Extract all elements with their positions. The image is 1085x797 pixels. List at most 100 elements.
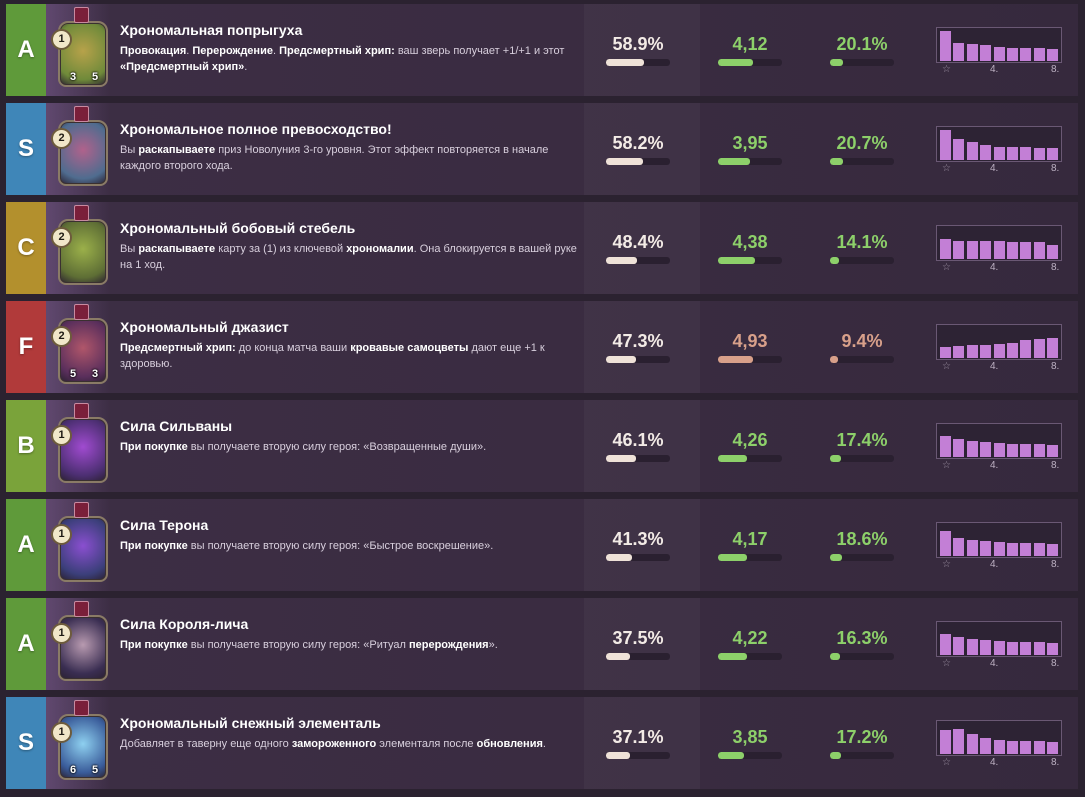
card-description: Вы раскапываете приз Новолуния 3-го уров… [120, 142, 582, 174]
card-name[interactable]: Сила Терона [120, 517, 209, 533]
card-name[interactable]: Хрономальный снежный элементаль [120, 715, 381, 731]
tier-row[interactable]: B 1 Сила Сильваны При покупке вы получаете … [6, 400, 1078, 492]
tier-row[interactable]: C 2 Хрономальный бобовый стебель Вы раскапы… [6, 202, 1078, 294]
avg-place-bar-fill [718, 455, 747, 462]
placement-histogram[interactable] [936, 423, 1062, 459]
pick-rate-bar [830, 752, 894, 759]
description-text: ваш зверь получает +1/+1 и этот [394, 45, 565, 57]
avg-place-value: 3,95 [732, 133, 768, 153]
histogram-bar [1020, 147, 1032, 160]
placement-histogram[interactable] [936, 720, 1062, 756]
histogram-bar [953, 538, 965, 556]
winrate-bar-fill [606, 158, 644, 165]
histogram-bar [1007, 242, 1018, 259]
card-art[interactable]: 2 [46, 202, 110, 294]
keyword: кровавые самоцветы [350, 342, 469, 354]
avg-place-bar [718, 257, 782, 264]
card-name[interactable]: Хрономальная попрыгуха [120, 22, 303, 38]
placement-histogram[interactable] [936, 225, 1062, 261]
placement-histogram[interactable] [936, 126, 1062, 162]
card-art[interactable]: 1 [46, 400, 110, 492]
histogram-bar [1020, 242, 1032, 259]
avg-place-value: 4,12 [732, 34, 768, 54]
avg-place-bar [718, 356, 782, 363]
tier-badge: S [6, 103, 46, 195]
histogram-bar [1047, 49, 1059, 61]
card-description: Добавляет в таверну еще одного заморожен… [120, 736, 582, 752]
avg-place-value: 3,85 [732, 727, 768, 747]
card-health: 3 [91, 368, 99, 380]
placement-histogram[interactable] [936, 621, 1062, 657]
card-name[interactable]: Хрономальное полное превосходство! [120, 121, 392, 137]
avg-place-bar [718, 554, 782, 561]
card-name[interactable]: Хрономальный джазист [120, 319, 289, 335]
keyword: «Предсмертный хрип» [120, 61, 245, 73]
card-attack: 6 [69, 764, 77, 776]
pick-rate-bar-fill [830, 455, 842, 462]
histogram-axis: ☆ 4. 8. [936, 64, 1062, 78]
histogram-axis-label: ☆ [942, 757, 951, 768]
card-art[interactable]: 2 5 3 [46, 301, 110, 393]
description-text: . [272, 45, 280, 57]
description-text: Вы [120, 144, 139, 156]
card-name[interactable]: Сила Сильваны [120, 418, 233, 434]
histogram-axis: ☆ 4. 8. [936, 757, 1062, 771]
histogram-bar [993, 47, 1005, 61]
winrate: 37.5% [606, 628, 696, 660]
card-art[interactable]: 1 [46, 499, 110, 591]
placement-histogram[interactable] [936, 522, 1062, 558]
histogram-bar [966, 639, 978, 655]
card-description: Вы раскапываете карту за (1) из ключевой… [120, 241, 582, 273]
card-name[interactable]: Хрономальный бобовый стебель [120, 220, 356, 236]
histogram-axis-label: ☆ [942, 559, 951, 570]
winrate-bar [606, 158, 670, 165]
placement-histogram[interactable] [936, 27, 1062, 63]
description-text: Добавляет в таверну еще одного [120, 738, 292, 750]
card-name[interactable]: Сила Короля-лича [120, 616, 249, 632]
tier-row[interactable]: A 1 Сила Терона При покупке вы получаете вт… [6, 499, 1078, 591]
histogram-bar [980, 640, 992, 655]
card-info: Хрономальная попрыгуха Провокация. Переро… [120, 22, 582, 75]
histogram-axis: ☆ 4. 8. [936, 262, 1062, 276]
histogram-axis-label: ☆ [942, 64, 951, 75]
tier-row[interactable]: S 2 Хрономальное полное превосходство! Вы р… [6, 103, 1078, 195]
keyword: перерождения [408, 639, 489, 651]
tavern-tier-icon [74, 502, 89, 518]
pick-rate-bar [830, 257, 894, 264]
placement-histogram[interactable] [936, 324, 1062, 360]
tavern-tier-icon [74, 700, 89, 716]
winrate-bar [606, 554, 670, 561]
tier-row[interactable]: A 1 Сила Короля-лича При покупке вы получае… [6, 598, 1078, 690]
histogram-bar [940, 31, 951, 61]
avg-place: 4,22 [718, 628, 808, 660]
description-text: карту за (1) из ключевой [215, 243, 347, 255]
tier-row[interactable]: S 1 6 5 Хрономальный снежный элементаль Добав… [6, 697, 1078, 789]
card-attack: 3 [69, 71, 77, 83]
tavern-tier-icon [74, 7, 89, 23]
histogram-bar [966, 142, 978, 160]
card-art[interactable]: 2 [46, 103, 110, 195]
tier-row[interactable]: A 1 3 5 Хрономальная попрыгуха Провокация. Пе… [6, 4, 1078, 96]
card-art[interactable]: 1 3 5 [46, 4, 110, 96]
card-cost: 1 [51, 524, 72, 545]
histogram-bar [1007, 147, 1018, 160]
histogram-bar [966, 241, 978, 259]
histogram-bar [1047, 742, 1059, 754]
histogram-bar [1007, 642, 1018, 655]
card-art[interactable]: 1 [46, 598, 110, 690]
winrate-bar [606, 59, 670, 66]
keyword: Провокация [120, 45, 187, 57]
keyword: раскапываете [138, 243, 216, 255]
card-art[interactable]: 1 6 5 [46, 697, 110, 789]
avg-place-bar-fill [718, 653, 747, 660]
card-info: Хрономальный снежный элементаль Добавляет… [120, 715, 582, 752]
tier-badge: B [6, 400, 46, 492]
avg-place-bar-fill [718, 257, 756, 264]
tier-badge: A [6, 499, 46, 591]
tier-row[interactable]: F 2 5 3 Хрономальный джазист Предсмертный хри… [6, 301, 1078, 393]
histogram-bar [980, 145, 992, 160]
description-text: до конца матча ваши [235, 342, 351, 354]
pick-rate: 20.1% [830, 34, 920, 66]
tier-badge: F [6, 301, 46, 393]
